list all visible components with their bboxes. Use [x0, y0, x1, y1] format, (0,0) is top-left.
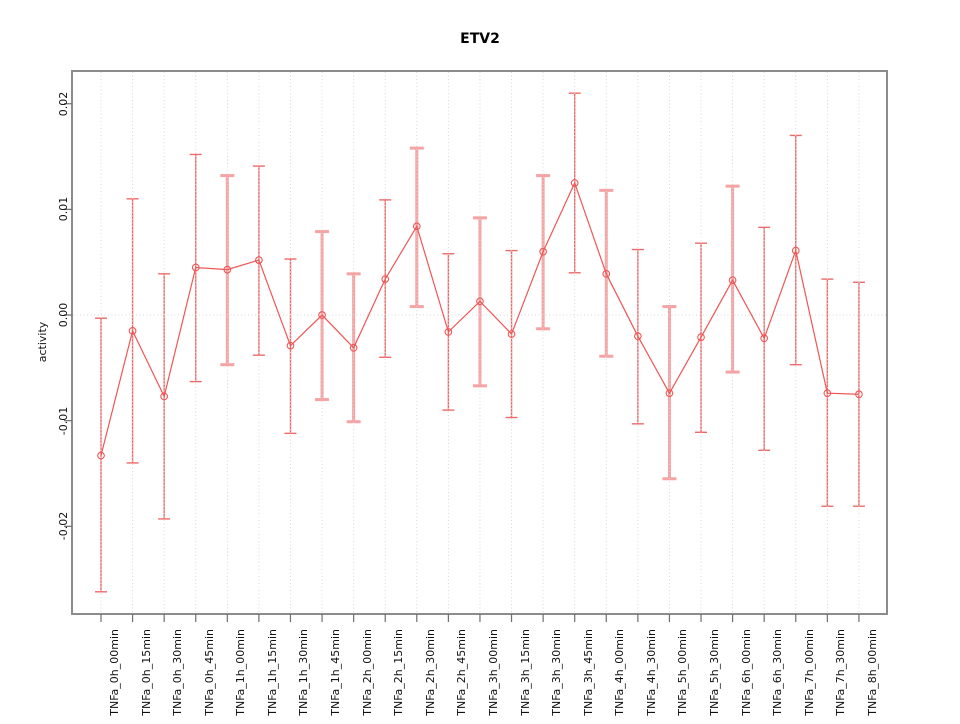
x-tick-label: TNFa_3h_30min: [550, 629, 564, 716]
x-tick-label: TNFa_0h_00min: [108, 629, 121, 716]
data-point-circle: [507, 330, 516, 338]
x-tick-label: TNFa_7h_00min: [802, 629, 816, 716]
data-point-circle: [160, 392, 169, 401]
data-point-circle: [255, 256, 263, 264]
x-tick-label: TNFa_5h_30min: [708, 629, 722, 716]
x-tick-label: TNFa_3h_00min: [486, 629, 500, 716]
y-tick-label: -0.01: [57, 406, 70, 435]
data-point-circle: [602, 269, 611, 278]
x-tick-label: TNFa_2h_30min: [423, 629, 437, 716]
data-point-circle: [760, 334, 769, 343]
x-tick-label: TNFa_3h_45min: [581, 629, 595, 716]
x-tick-label: TNFa_8h_00min: [865, 629, 879, 716]
x-tick-label: TNFa_2h_45min: [455, 629, 469, 716]
x-tick-label: TNFa_1h_30min: [297, 629, 311, 716]
data-point-circle: [223, 265, 232, 274]
x-tick-label: TNFa_0h_30min: [171, 629, 185, 716]
data-point-circle: [665, 389, 674, 398]
x-tick-label: TNFa_1h_00min: [234, 629, 248, 716]
x-tick-label: TNFa_4h_00min: [613, 629, 627, 716]
x-tick-label: TNFa_1h_15min: [265, 629, 279, 716]
data-point-circle: [318, 311, 326, 319]
data-point-circle: [381, 275, 390, 283]
y-tick-label: 0.02: [57, 91, 70, 116]
x-tick-label: TNFa_1h_45min: [329, 629, 343, 716]
data-point-circle: [728, 276, 737, 285]
x-tick-label: TNFa_7h_30min: [834, 629, 848, 716]
data-point-circle: [286, 341, 295, 350]
y-tick-label: 0.01: [57, 197, 70, 222]
data-point-circle: [444, 328, 453, 336]
data-point-circle: [97, 451, 105, 460]
series-line: [100, 181, 859, 456]
x-tick-label: TNFa_5h_00min: [676, 629, 690, 716]
y-tick-label: 0.00: [57, 302, 70, 328]
chart-title: ETV2: [460, 31, 500, 47]
data-point-circle: [349, 343, 358, 352]
x-tick-label: TNFa_6h_30min: [771, 629, 785, 716]
data-point-circle: [855, 390, 863, 399]
x-tick-label: TNFa_6h_00min: [739, 629, 753, 716]
data-point-circle: [539, 247, 547, 256]
x-tick-label: TNFa_0h_15min: [139, 629, 153, 716]
x-tick-label: TNFa_2h_15min: [392, 629, 406, 716]
data-point-circle: [823, 389, 832, 398]
data-point-circle: [128, 327, 137, 335]
data-point-circle: [476, 297, 484, 306]
data-point-circle: [697, 333, 705, 342]
x-tick-label: TNFa_4h_30min: [644, 629, 658, 716]
data-point-circle: [412, 222, 421, 231]
x-tick-label: TNFa_3h_15min: [518, 629, 532, 716]
y-axis-title: activity: [36, 321, 49, 363]
x-tick-label: TNFa_0h_45min: [202, 629, 216, 716]
y-tick-label: -0.02: [57, 512, 70, 541]
data-point-circle: [191, 263, 200, 272]
data-point-circle: [791, 246, 800, 255]
data-point-circle: [634, 332, 642, 341]
x-tick-label: TNFa_2h_00min: [360, 629, 374, 716]
data-point-circle: [570, 179, 579, 187]
